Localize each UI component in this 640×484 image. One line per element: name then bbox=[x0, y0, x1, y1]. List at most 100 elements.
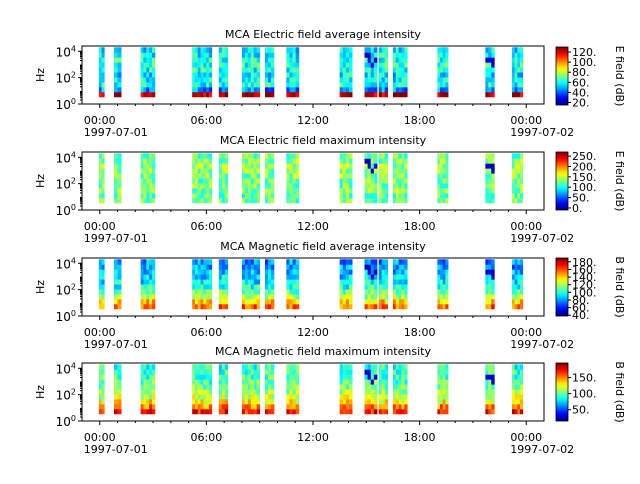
spectrogram-cell bbox=[101, 168, 105, 174]
spectrogram-cell bbox=[224, 91, 229, 98]
spectrogram-cell bbox=[98, 192, 102, 199]
spectrogram-cell bbox=[289, 67, 293, 73]
spectrogram-cell bbox=[517, 279, 521, 285]
spectrogram-cell bbox=[221, 91, 226, 98]
spectrogram-cell bbox=[339, 57, 344, 63]
spectrogram-cell bbox=[286, 192, 290, 199]
spectrogram-cell bbox=[146, 364, 150, 370]
spectrogram-cell bbox=[265, 72, 269, 78]
spectrogram-cell bbox=[398, 303, 402, 310]
spectrogram-cell bbox=[404, 264, 408, 270]
spectrogram-cell bbox=[289, 76, 293, 83]
spectrogram-segment bbox=[113, 47, 122, 98]
spectrogram-cell bbox=[224, 408, 229, 415]
spectrogram-cell bbox=[398, 91, 402, 98]
spectrogram-cell bbox=[491, 197, 495, 204]
spectrogram-cell bbox=[440, 269, 444, 275]
spectrogram-cell bbox=[98, 197, 102, 204]
spectrogram-cell bbox=[146, 153, 150, 159]
spectrogram-cell bbox=[485, 279, 489, 285]
spectrogram-cell bbox=[140, 72, 144, 78]
spectrogram-cell bbox=[250, 72, 255, 78]
spectrogram-cell bbox=[445, 403, 449, 410]
spectrogram-cell bbox=[381, 303, 386, 310]
spectrogram-cell bbox=[491, 379, 495, 385]
spectrogram-cell bbox=[250, 91, 255, 98]
spectrogram-cell bbox=[370, 52, 375, 58]
spectrogram-cell bbox=[292, 173, 297, 179]
spectrogram-cell bbox=[512, 408, 516, 415]
spectrogram-cell bbox=[440, 197, 444, 204]
spectrogram-cell bbox=[381, 259, 386, 265]
spectrogram-cell bbox=[192, 398, 196, 405]
spectrogram-cell bbox=[401, 182, 405, 189]
spectrogram-cell bbox=[342, 393, 347, 400]
spectrogram-cell bbox=[512, 187, 516, 194]
spectrogram-cell bbox=[152, 389, 156, 395]
spectrogram-cell bbox=[491, 158, 495, 164]
spectrogram-cell bbox=[143, 259, 147, 265]
spectrogram-cell bbox=[514, 293, 518, 300]
x-tick-date: 1997-07-01 bbox=[84, 443, 148, 456]
spectrogram-cell bbox=[270, 374, 275, 380]
spectrogram-cell bbox=[286, 284, 290, 290]
spectrogram-segment bbox=[192, 364, 213, 415]
spectrogram-cell bbox=[373, 52, 378, 58]
spectrogram-cell bbox=[143, 57, 147, 63]
spectrogram-cell bbox=[392, 293, 397, 300]
spectrogram-cell bbox=[140, 393, 144, 400]
spectrogram-segment bbox=[113, 364, 122, 415]
spectrogram-cell bbox=[381, 403, 386, 410]
spectrogram-cell bbox=[295, 374, 300, 380]
spectrogram-cell bbox=[256, 163, 261, 169]
spectrogram-cell bbox=[395, 298, 400, 305]
spectrogram-cell bbox=[192, 158, 196, 164]
spectrogram-cell bbox=[401, 408, 405, 415]
spectrogram-cell bbox=[152, 153, 156, 159]
spectrogram-cell bbox=[517, 364, 521, 370]
spectrogram-cell bbox=[348, 173, 353, 179]
spectrogram-cell bbox=[398, 393, 402, 400]
spectrogram-cell bbox=[292, 274, 297, 280]
spectrogram-cell bbox=[342, 168, 347, 174]
spectrogram-cell bbox=[224, 178, 229, 184]
spectrogram-cell bbox=[370, 398, 375, 405]
spectrogram-cell bbox=[378, 264, 383, 270]
spectrogram-cell bbox=[442, 274, 446, 280]
spectrogram-cell bbox=[292, 197, 297, 204]
spectrogram-cell bbox=[270, 182, 275, 189]
spectrogram-cell bbox=[203, 192, 207, 199]
spectrogram-cell bbox=[98, 158, 102, 164]
spectrogram-cell bbox=[218, 384, 223, 390]
spectrogram-cell bbox=[143, 389, 147, 395]
spectrogram-cell bbox=[192, 76, 196, 83]
spectrogram-cell bbox=[339, 369, 344, 375]
spectrogram-cell bbox=[146, 91, 150, 98]
spectrogram-cell bbox=[270, 163, 275, 169]
spectrogram-cell bbox=[392, 91, 397, 98]
spectrogram-cell bbox=[437, 274, 441, 280]
spectrogram-cell bbox=[378, 303, 383, 310]
spectrogram-cell bbox=[367, 91, 372, 98]
spectrogram-cell bbox=[152, 259, 156, 265]
spectrogram-cell bbox=[244, 67, 249, 73]
spectrogram-cell bbox=[224, 288, 229, 295]
spectrogram-cell bbox=[149, 298, 153, 305]
spectrogram-cell bbox=[256, 72, 261, 78]
spectrogram-cell bbox=[267, 192, 272, 199]
spectrogram-cell bbox=[253, 57, 258, 63]
spectrogram-cell bbox=[256, 403, 261, 410]
spectrogram-cell bbox=[270, 398, 275, 405]
spectrogram-cell bbox=[244, 298, 249, 305]
spectrogram-cell bbox=[488, 398, 492, 405]
spectrogram-cell bbox=[384, 374, 389, 380]
spectrogram-cell bbox=[398, 76, 402, 83]
spectrogram-cell bbox=[491, 274, 495, 280]
spectrogram-cell bbox=[488, 269, 492, 275]
spectrogram-cell bbox=[520, 168, 524, 174]
spectrogram-cell bbox=[206, 389, 210, 395]
spectrogram-cell bbox=[404, 178, 408, 184]
spectrogram-cell bbox=[364, 389, 369, 395]
spectrogram-cell bbox=[514, 403, 518, 410]
spectrogram-cell bbox=[98, 57, 102, 63]
